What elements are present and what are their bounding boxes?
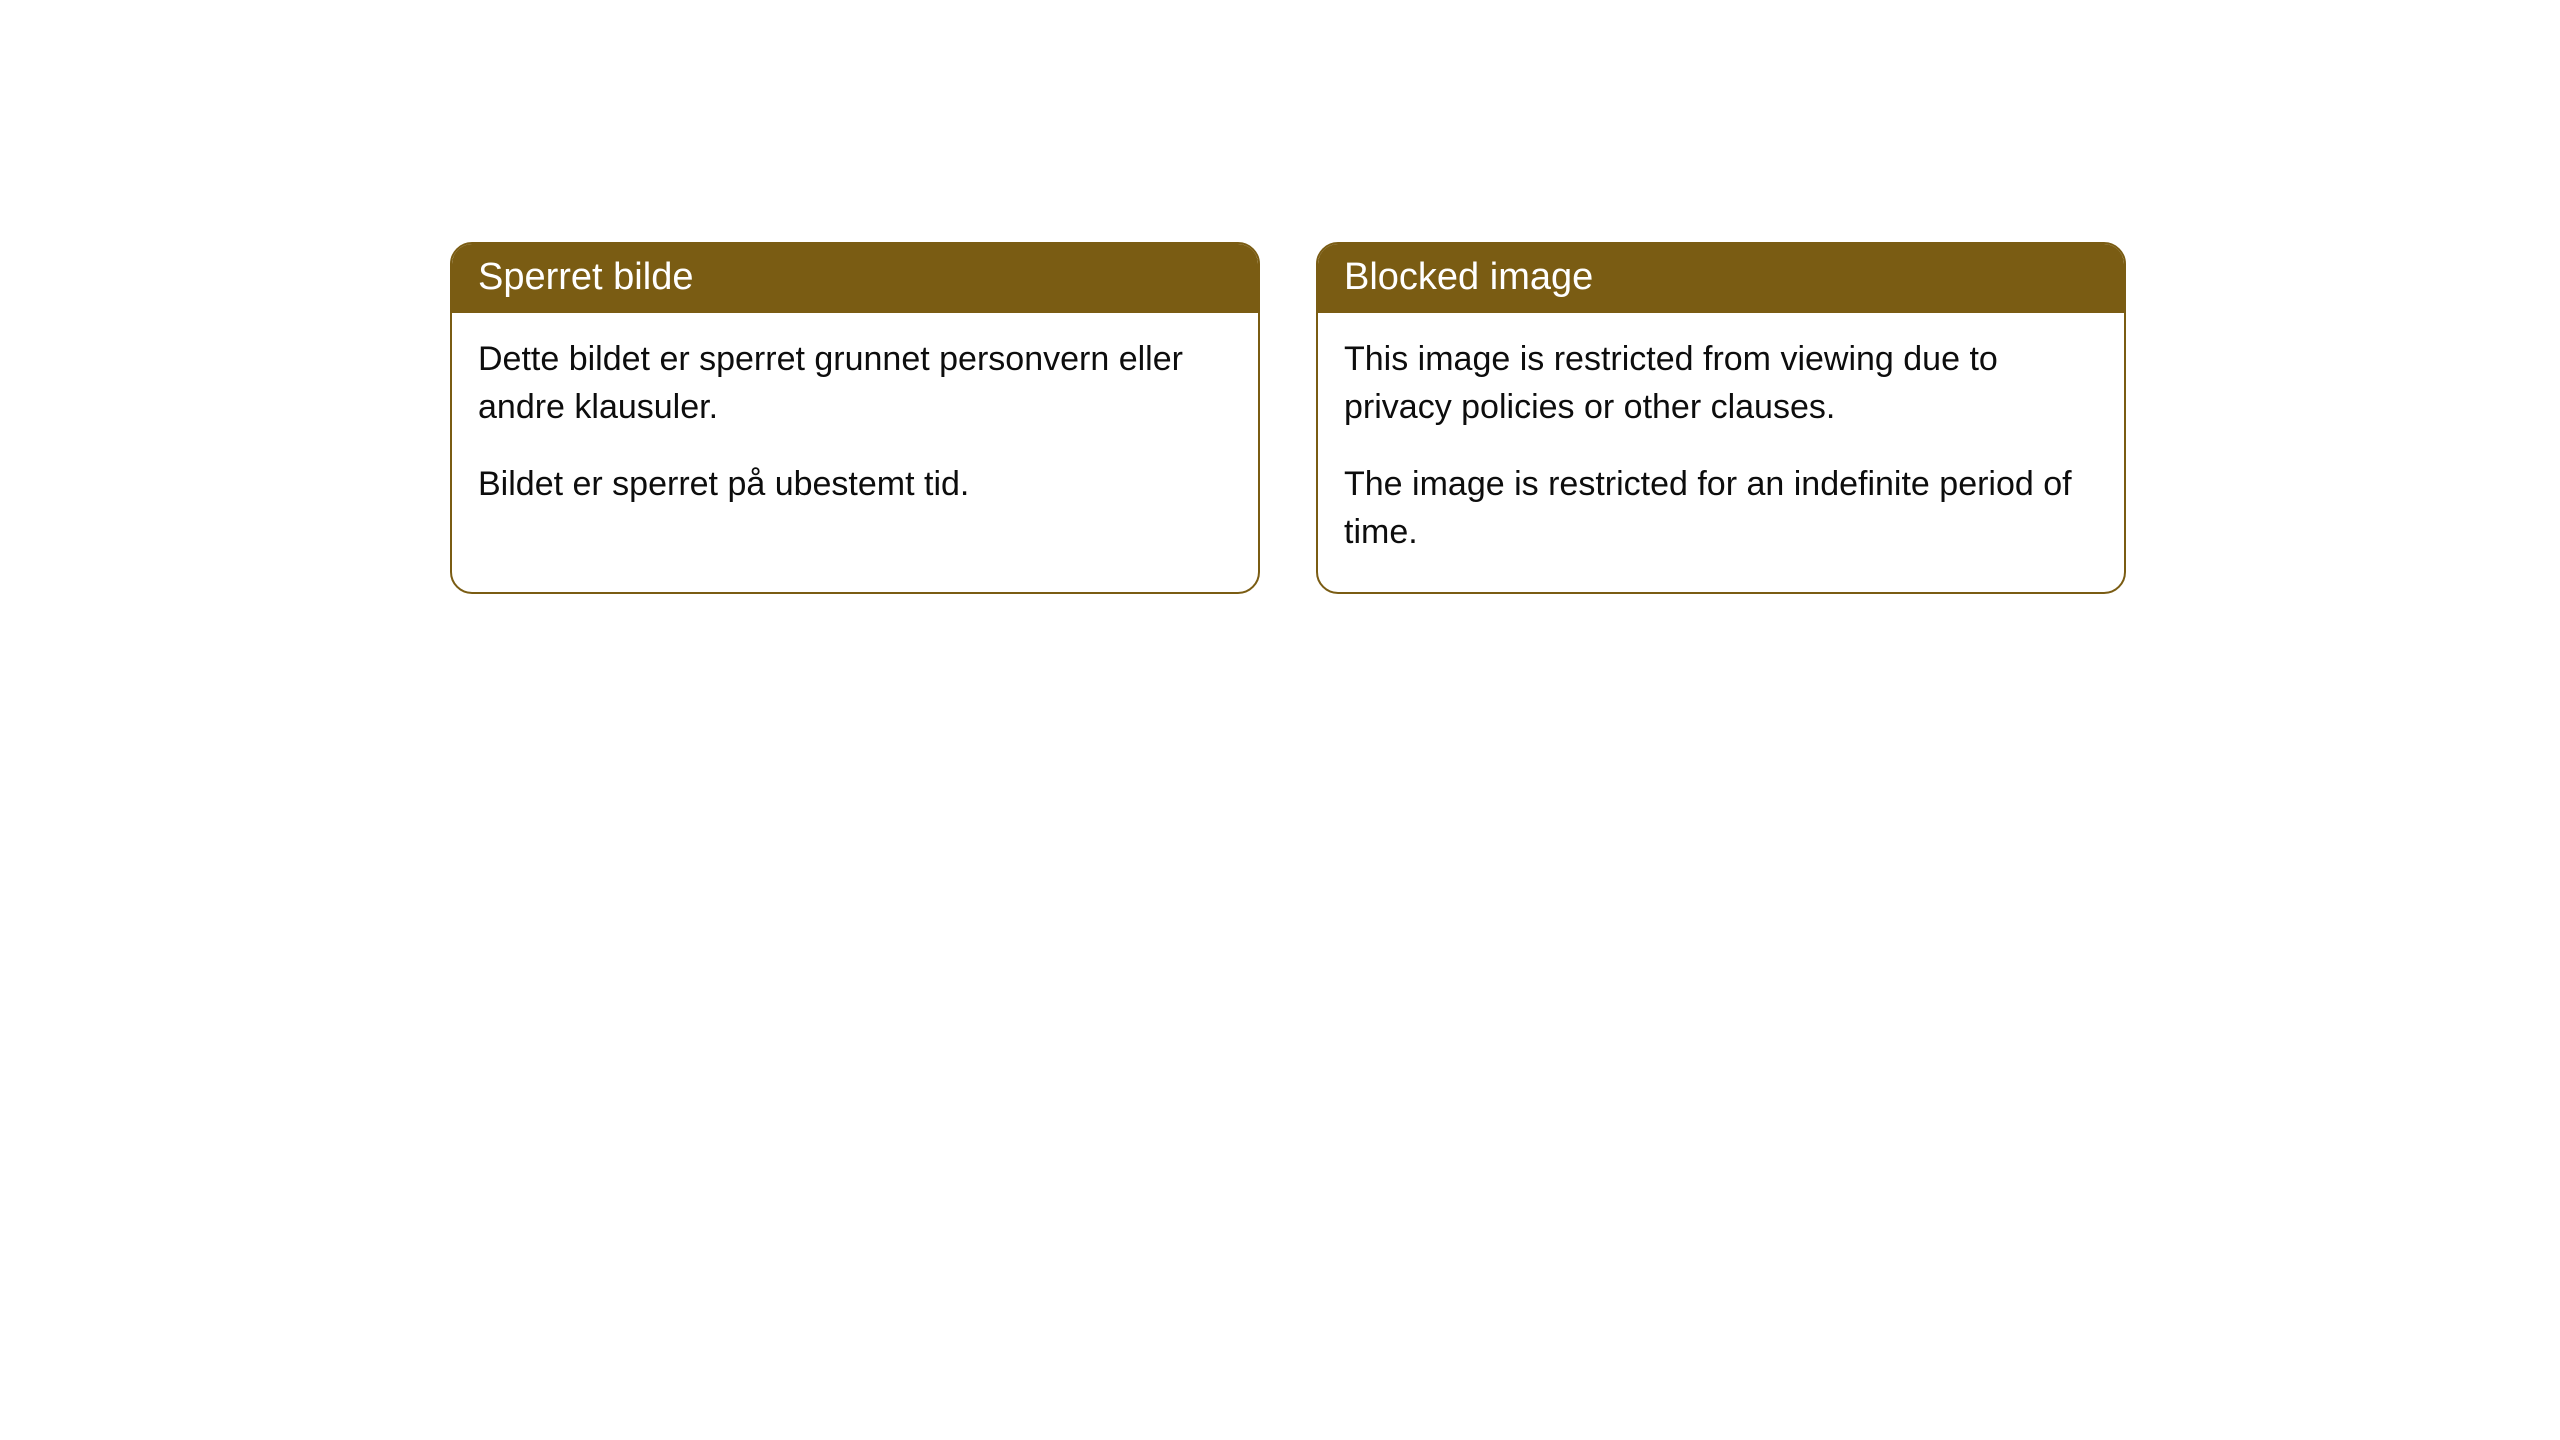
- notice-cards-container: Sperret bilde Dette bildet er sperret gr…: [450, 242, 2126, 594]
- card-body-norwegian: Dette bildet er sperret grunnet personve…: [452, 313, 1258, 544]
- blocked-image-card-norwegian: Sperret bilde Dette bildet er sperret gr…: [450, 242, 1260, 594]
- card-title: Sperret bilde: [478, 256, 693, 298]
- card-paragraph-1: Dette bildet er sperret grunnet personve…: [478, 335, 1232, 432]
- card-header-english: Blocked image: [1318, 244, 2124, 313]
- card-body-english: This image is restricted from viewing du…: [1318, 313, 2124, 592]
- card-title: Blocked image: [1344, 256, 1593, 298]
- card-paragraph-2: Bildet er sperret på ubestemt tid.: [478, 460, 1232, 508]
- card-header-norwegian: Sperret bilde: [452, 244, 1258, 313]
- card-paragraph-2: The image is restricted for an indefinit…: [1344, 460, 2098, 557]
- blocked-image-card-english: Blocked image This image is restricted f…: [1316, 242, 2126, 594]
- card-paragraph-1: This image is restricted from viewing du…: [1344, 335, 2098, 432]
